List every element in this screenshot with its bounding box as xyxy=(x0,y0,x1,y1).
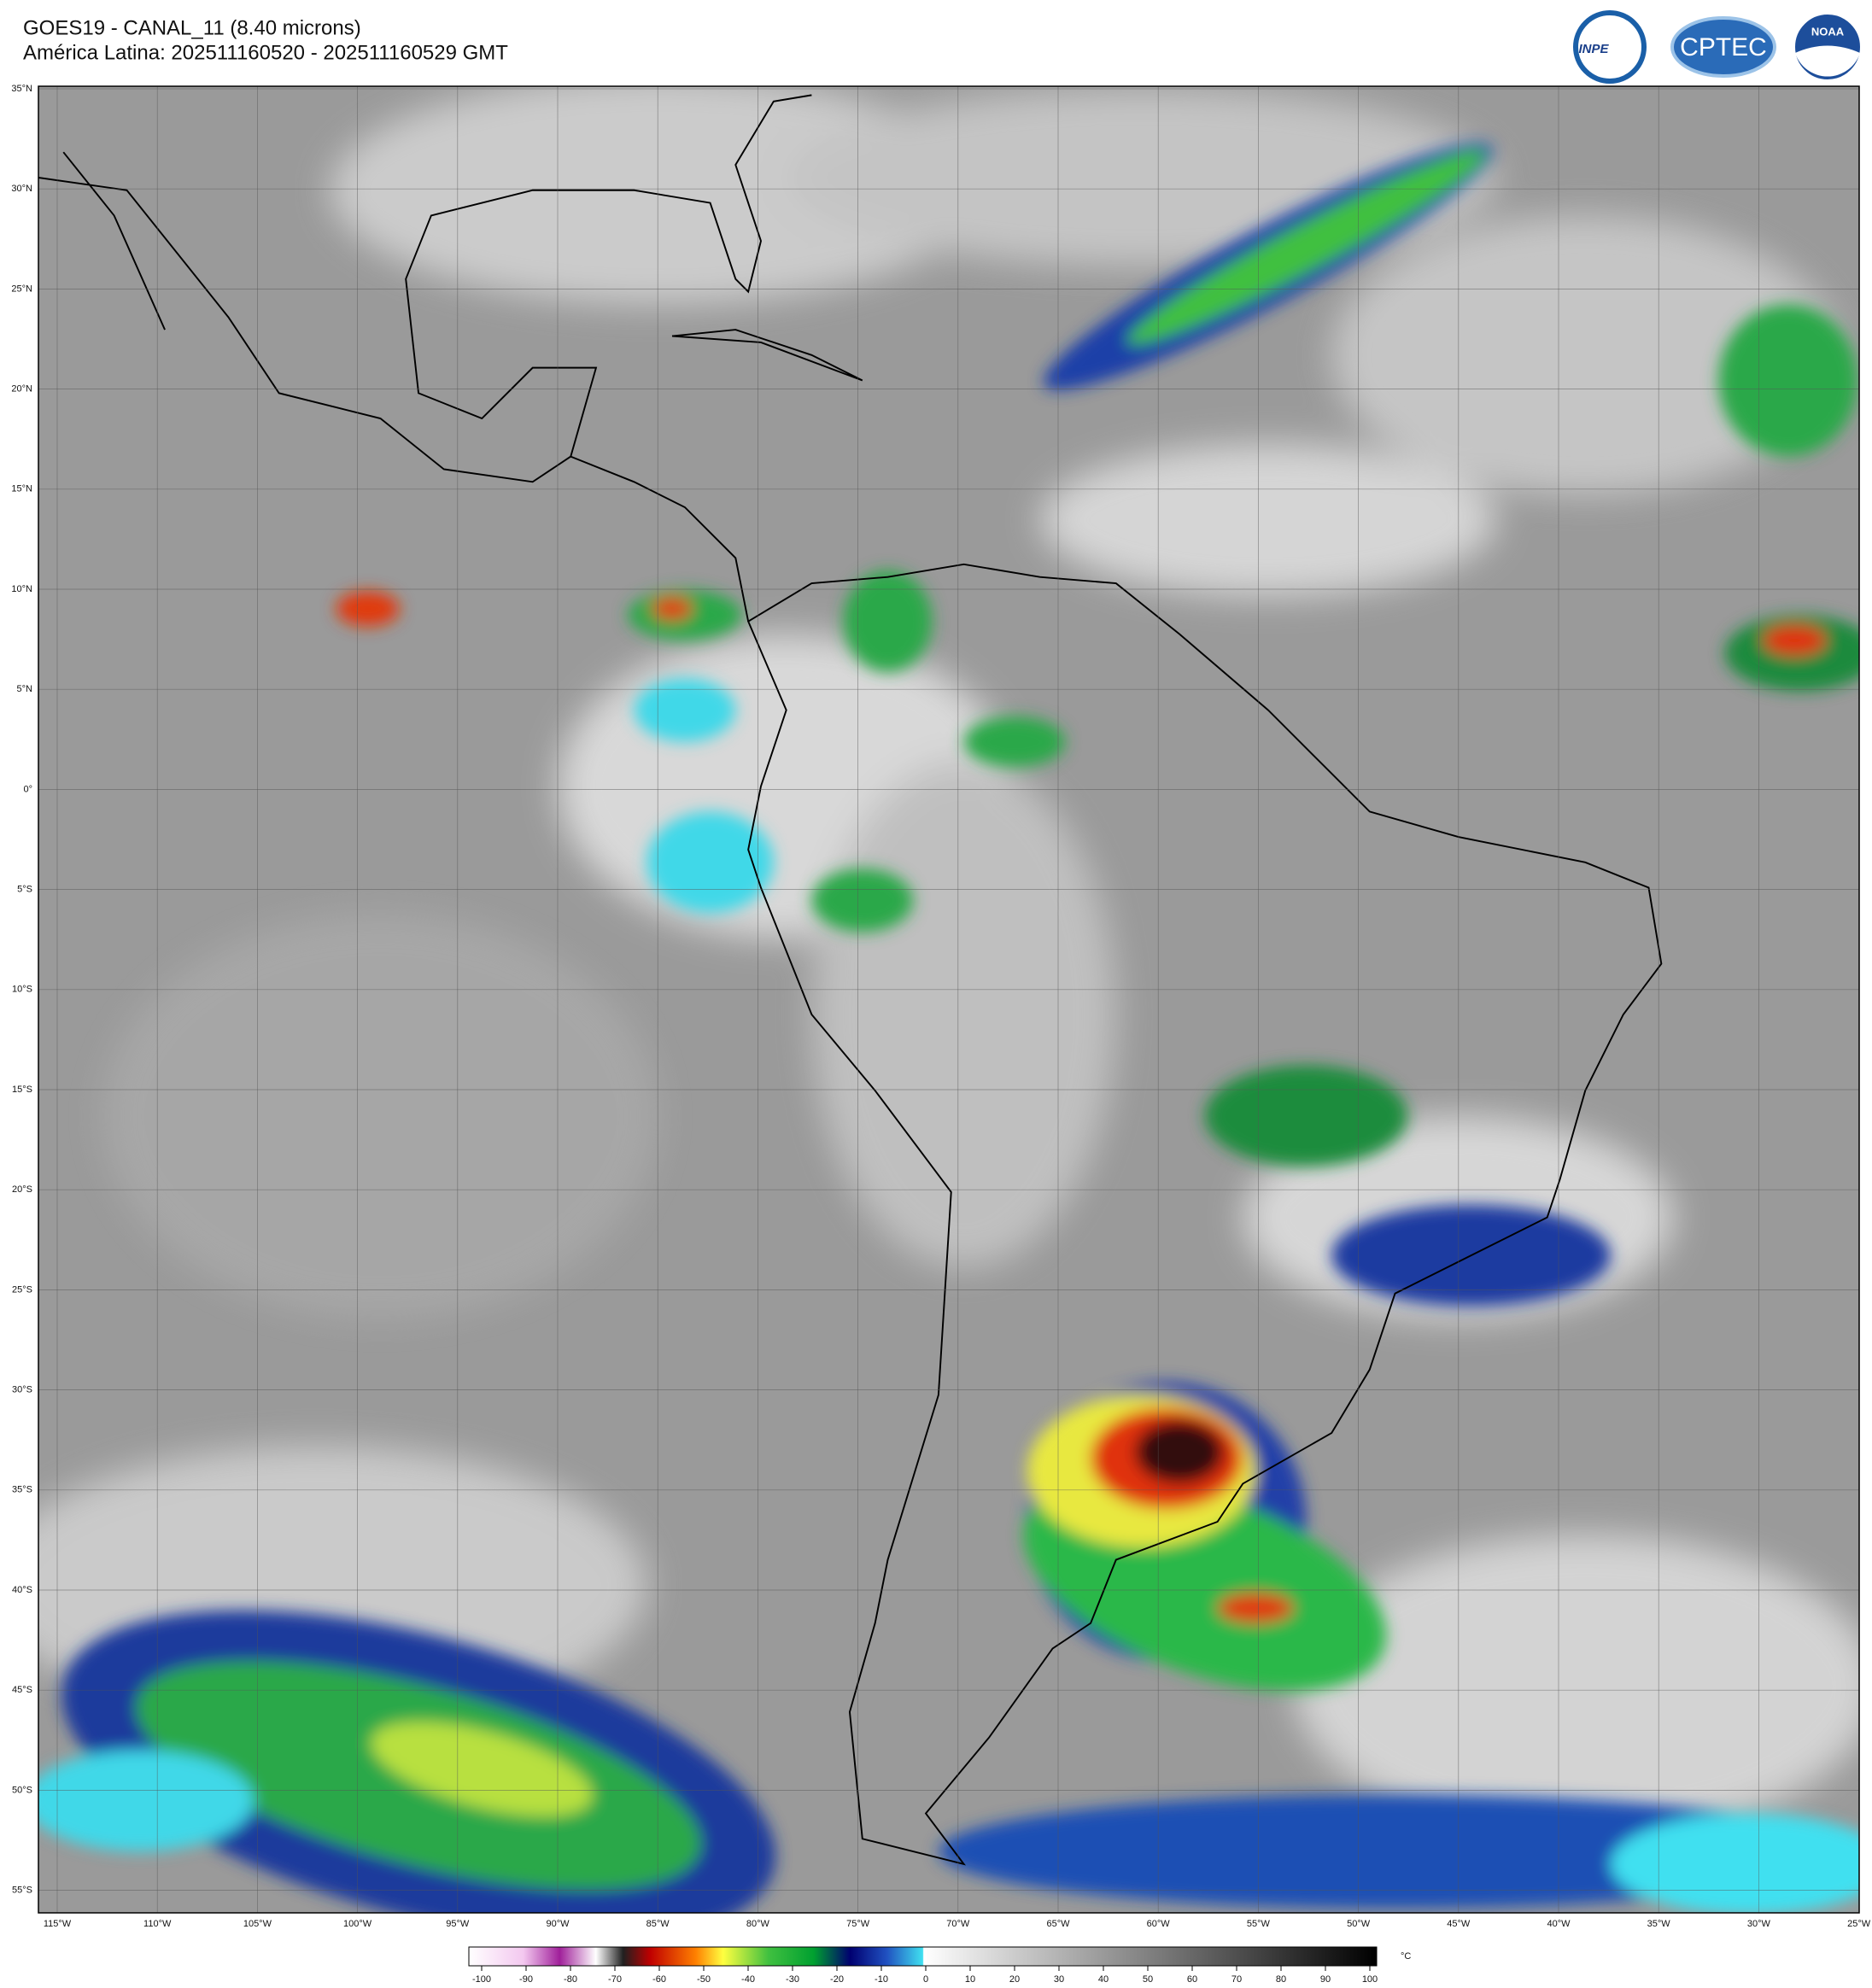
lat-label: 25°N xyxy=(11,284,32,294)
colorbar-tick-label: -90 xyxy=(519,1974,533,1985)
colorbar-tick-label: 30 xyxy=(1054,1974,1064,1985)
lon-label: 50°W xyxy=(1347,1919,1371,1929)
lon-label: 55°W xyxy=(1247,1919,1271,1929)
lat-label: 30°N xyxy=(11,184,32,194)
logo-text: CPTEC xyxy=(1680,33,1767,61)
lat-label: 50°S xyxy=(12,1785,32,1795)
colorbar-tick-label: -10 xyxy=(875,1974,888,1985)
lat-label: 10°S xyxy=(12,985,32,995)
lon-label: 35°W xyxy=(1647,1919,1671,1929)
lat-label: 35°N xyxy=(11,84,32,94)
colorbar-tick-label: 20 xyxy=(1009,1974,1020,1985)
lat-label: 30°S xyxy=(12,1385,32,1395)
logo-text: INPE xyxy=(1578,42,1609,56)
lon-label: 30°W xyxy=(1747,1919,1771,1929)
colorbar-tick-label: -30 xyxy=(786,1974,799,1985)
map xyxy=(38,86,1859,1913)
lat-label: 20°S xyxy=(12,1184,32,1195)
lat-label: 10°N xyxy=(11,584,32,594)
lon-label: 95°W xyxy=(446,1919,470,1929)
lat-label: 5°S xyxy=(17,885,32,895)
lat-label: 0° xyxy=(23,784,32,794)
colorbar-tick-label: -50 xyxy=(697,1974,711,1985)
lon-label: 60°W xyxy=(1147,1919,1171,1929)
lat-label: 40°S xyxy=(12,1585,32,1595)
logos: INPE CPTEC NOAA xyxy=(1573,10,1863,84)
colorbar-tick-label: 100 xyxy=(1362,1974,1378,1985)
colorbar-tick-label: 0 xyxy=(923,1974,928,1985)
graticule xyxy=(38,86,1859,1913)
colorbar-tick-label: 70 xyxy=(1231,1974,1242,1985)
lon-label: 110°W xyxy=(143,1919,172,1929)
coastlines xyxy=(38,94,1663,1866)
title: GOES19 - CANAL_11 (8.40 microns) xyxy=(23,16,361,39)
logo-noaa-wave xyxy=(1795,45,1860,77)
lon-label: 40°W xyxy=(1547,1919,1571,1929)
colorbar-unit: °C xyxy=(1401,1951,1411,1962)
lon-label: 90°W xyxy=(546,1919,570,1929)
lon-label: 45°W xyxy=(1447,1919,1471,1929)
colorbar-tick-label: 90 xyxy=(1320,1974,1331,1985)
lon-label: 70°W xyxy=(946,1919,970,1929)
colorbar-tick-label: 10 xyxy=(965,1974,975,1985)
lat-label: 15°N xyxy=(11,484,32,494)
colorbar-tick-label: -20 xyxy=(830,1974,844,1985)
lon-label: 85°W xyxy=(646,1919,670,1929)
lat-label: 5°N xyxy=(17,684,33,694)
colorbar-tick-label: 60 xyxy=(1187,1974,1197,1985)
colorbar-tick-label: -70 xyxy=(608,1974,622,1985)
colorbar-tick-label: 40 xyxy=(1098,1974,1109,1985)
lon-label: 115°W xyxy=(44,1919,72,1929)
colorbar-tick-label: -60 xyxy=(652,1974,666,1985)
lat-label: 35°S xyxy=(12,1485,32,1495)
lon-label: 80°W xyxy=(746,1919,770,1929)
lat-label: 15°S xyxy=(12,1085,32,1095)
colorbar-tick-label: 80 xyxy=(1276,1974,1286,1985)
lat-label: 25°S xyxy=(12,1284,32,1295)
lon-label: 65°W xyxy=(1046,1919,1070,1929)
logo-text: NOAA xyxy=(1811,25,1845,38)
lon-label: 25°W xyxy=(1847,1919,1871,1929)
colorbar-tick-label: -100 xyxy=(472,1974,491,1985)
lon-label: 100°W xyxy=(343,1919,372,1929)
logo-cptec xyxy=(1670,16,1776,78)
colorbar-tick-label: -40 xyxy=(741,1974,755,1985)
lat-label: 55°S xyxy=(12,1886,32,1896)
map-frame xyxy=(38,85,1860,1914)
logo-inpe-ring xyxy=(1573,10,1647,84)
lat-label: 45°S xyxy=(12,1685,32,1695)
colorbar-tick-label: 50 xyxy=(1143,1974,1153,1985)
lon-label: 75°W xyxy=(846,1919,870,1929)
lat-label: 20°N xyxy=(11,384,32,395)
subtitle: América Latina: 202511160520 - 202511160… xyxy=(23,41,508,64)
lon-label: 105°W xyxy=(243,1919,272,1929)
colorbar xyxy=(468,1946,1378,1967)
colorbar-tick-label: -80 xyxy=(564,1974,577,1985)
